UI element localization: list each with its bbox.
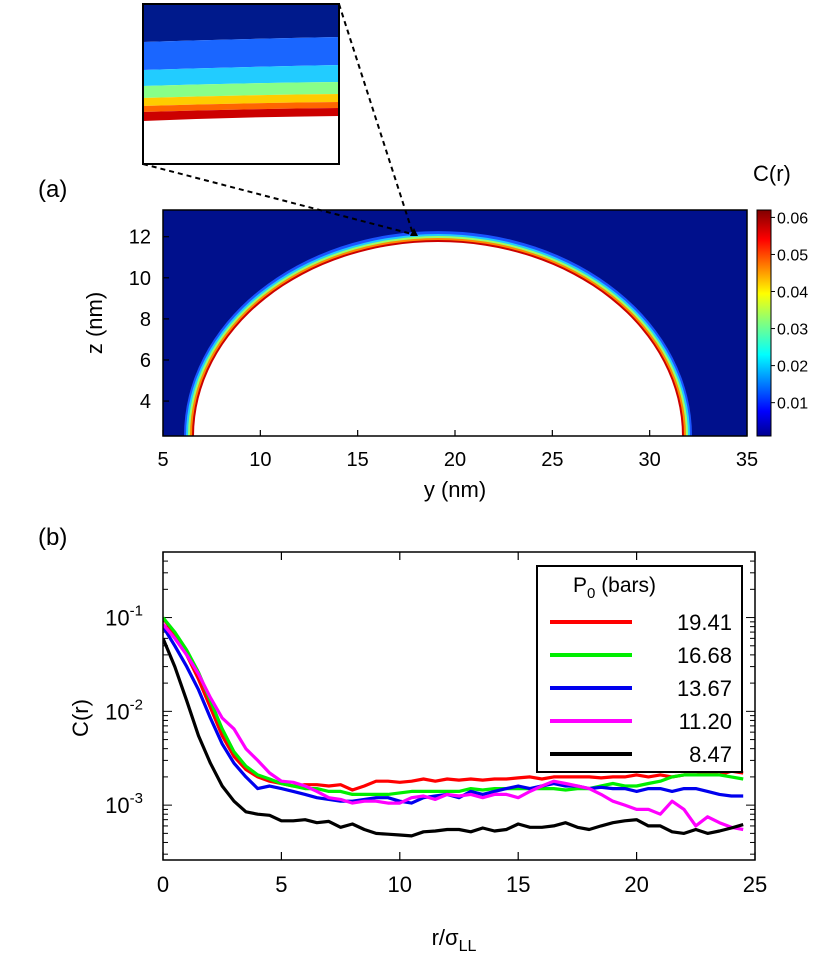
inset-connector-left — [142, 163, 413, 235]
series-line-8-47 — [163, 637, 744, 838]
inset-frame — [142, 3, 340, 165]
legend-label: 19.41 — [677, 610, 732, 635]
legend-box — [536, 565, 743, 773]
colorbar-label: C(r) — [753, 161, 791, 186]
colorbar-ticks: 0.01 0.02 0.03 0.04 0.05 0.06 — [771, 210, 808, 413]
a-ytick-label: 10 — [129, 268, 151, 290]
b-ytick-label: 10-1 — [105, 603, 143, 631]
a-xtick-label: 15 — [347, 449, 369, 471]
a-xtick-label: 20 — [444, 449, 466, 471]
b-xtick-label: 25 — [743, 872, 767, 897]
inset-band-cyan — [143, 65, 339, 86]
a-xtick-label: 35 — [736, 449, 758, 471]
panel-b-frame — [162, 551, 756, 861]
legend-title-rest: (bars) — [595, 574, 656, 597]
colorbar-tick-label: 0.05 — [777, 247, 808, 264]
a-xtick-label: 5 — [157, 449, 168, 471]
legend-label: 11.20 — [679, 709, 732, 734]
a-ytick-label: 8 — [140, 309, 151, 331]
panel-b-xlabel-main: r/σ — [432, 925, 459, 950]
panel-b-xlabel-sub: LL — [459, 938, 477, 955]
b-xtick-label: 20 — [624, 872, 648, 897]
inset-connector-right — [338, 3, 414, 235]
b-ytick-exp: -1 — [130, 603, 143, 620]
legend-entries: 19.41 16.68 13.67 11.20 8.47 — [550, 610, 732, 767]
panel-a-xlabel: y (nm) — [424, 477, 486, 502]
heatmap — [163, 210, 747, 436]
panel-b-series — [163, 616, 744, 838]
panel-a-x-axis: 5 10 15 20 25 30 35 — [157, 430, 758, 471]
panel-b-y-axis: 10-110-210-3 — [105, 603, 143, 819]
b-ytick-base: 10 — [105, 793, 129, 818]
a-xtick-label: 25 — [541, 449, 563, 471]
b-xtick-label: 15 — [506, 872, 530, 897]
a-xtick-label: 30 — [639, 449, 661, 471]
b-ytick-exp: -2 — [130, 696, 143, 713]
colorbar-tick-label: 0.03 — [777, 322, 808, 339]
zoom-marker — [410, 228, 418, 236]
inset-band-orange — [143, 102, 339, 112]
legend-label: 13.67 — [677, 676, 732, 701]
a-ytick-label: 12 — [129, 227, 151, 249]
panel-b-xlabel: r/σLL — [432, 925, 477, 955]
legend-label: 16.68 — [677, 643, 732, 668]
colorbar-tick-label: 0.06 — [777, 210, 808, 227]
panel-b-label: (b) — [38, 524, 67, 551]
panel-a-y-axis: 4 6 8 10 12 — [129, 227, 169, 413]
zoom-inset — [142, 3, 340, 165]
series-line-16-68 — [163, 616, 744, 797]
colorbar — [756, 209, 772, 437]
inset-band-yellow — [143, 94, 339, 106]
panel-b-x-axis: 0 5 10 15 20 25 — [157, 552, 767, 897]
legend-title: P0 (bars) — [573, 574, 656, 602]
b-xtick-label: 5 — [275, 872, 287, 897]
a-xtick-label: 10 — [249, 449, 271, 471]
legend-label: 8.47 — [689, 742, 732, 767]
droplet — [194, 242, 682, 436]
colorbar-tick-label: 0.02 — [777, 359, 808, 376]
series-line-11-20 — [163, 623, 744, 832]
b-xtick-label: 10 — [388, 872, 412, 897]
panel-b-ylabel: C(r) — [68, 699, 93, 737]
legend-title-main: P — [573, 574, 587, 597]
b-ytick-label: 10-3 — [105, 790, 143, 818]
b-xtick-label: 0 — [157, 872, 169, 897]
inset-band-blue — [143, 37, 339, 70]
legend: P0 (bars) 19.41 16.68 13.67 11.20 8.47 — [536, 565, 743, 773]
inset-band-green — [143, 82, 339, 98]
series-line-19-41 — [163, 616, 744, 792]
inset-band-red — [143, 108, 339, 121]
b-ytick-base: 10 — [105, 699, 129, 724]
inset-band-navy — [143, 4, 339, 42]
a-ytick-label: 4 — [140, 391, 151, 413]
panel-a-label: (a) — [38, 176, 67, 203]
colorbar-tick-label: 0.04 — [777, 285, 808, 302]
panel-a-ylabel: z (nm) — [82, 292, 107, 354]
b-ytick-base: 10 — [105, 606, 129, 631]
colorbar-tick-label: 0.01 — [777, 396, 808, 413]
legend-title-sub: 0 — [587, 585, 595, 602]
b-ytick-label: 10-2 — [105, 696, 143, 724]
b-ytick-exp: -3 — [130, 790, 143, 807]
a-ytick-label: 6 — [140, 350, 151, 372]
